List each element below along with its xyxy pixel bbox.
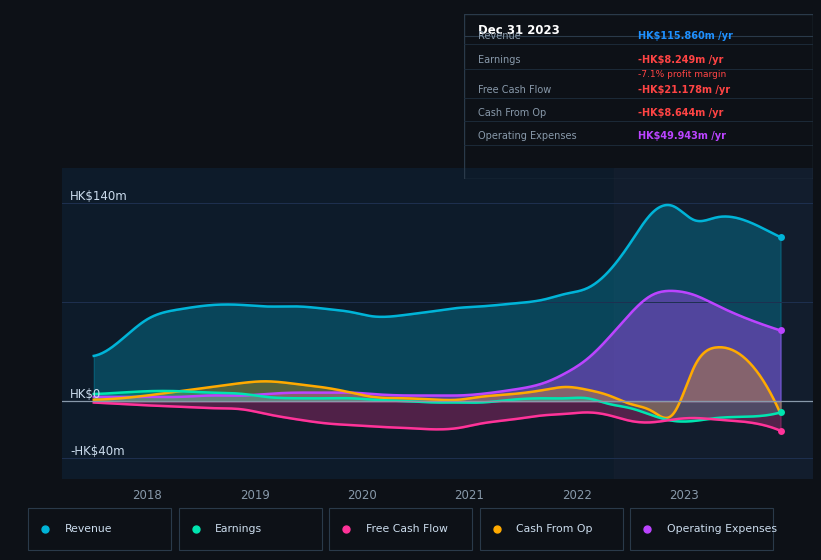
- Text: Operating Expenses: Operating Expenses: [667, 524, 777, 534]
- Text: Earnings: Earnings: [478, 55, 521, 66]
- Text: Operating Expenses: Operating Expenses: [478, 131, 576, 141]
- Text: -HK$8.249m /yr: -HK$8.249m /yr: [639, 55, 723, 66]
- Text: Cash From Op: Cash From Op: [516, 524, 593, 534]
- Bar: [29, 508, 172, 550]
- Bar: [614, 168, 813, 479]
- Bar: [329, 508, 472, 550]
- Text: -7.1% profit margin: -7.1% profit margin: [639, 70, 727, 79]
- Text: Revenue: Revenue: [478, 30, 521, 40]
- Bar: [179, 508, 322, 550]
- Text: HK$115.860m /yr: HK$115.860m /yr: [639, 30, 733, 40]
- Text: Earnings: Earnings: [215, 524, 263, 534]
- Text: Dec 31 2023: Dec 31 2023: [478, 24, 560, 37]
- Text: -HK$21.178m /yr: -HK$21.178m /yr: [639, 85, 731, 95]
- Text: HK$0: HK$0: [70, 388, 102, 401]
- Text: Cash From Op: Cash From Op: [478, 108, 546, 118]
- Text: Free Cash Flow: Free Cash Flow: [365, 524, 447, 534]
- Text: HK$140m: HK$140m: [70, 190, 128, 203]
- Text: Revenue: Revenue: [65, 524, 112, 534]
- Bar: [480, 508, 623, 550]
- Text: Free Cash Flow: Free Cash Flow: [478, 85, 551, 95]
- Text: -HK$40m: -HK$40m: [70, 445, 125, 458]
- Bar: [631, 508, 773, 550]
- Text: -HK$8.644m /yr: -HK$8.644m /yr: [639, 108, 723, 118]
- Text: HK$49.943m /yr: HK$49.943m /yr: [639, 131, 727, 141]
